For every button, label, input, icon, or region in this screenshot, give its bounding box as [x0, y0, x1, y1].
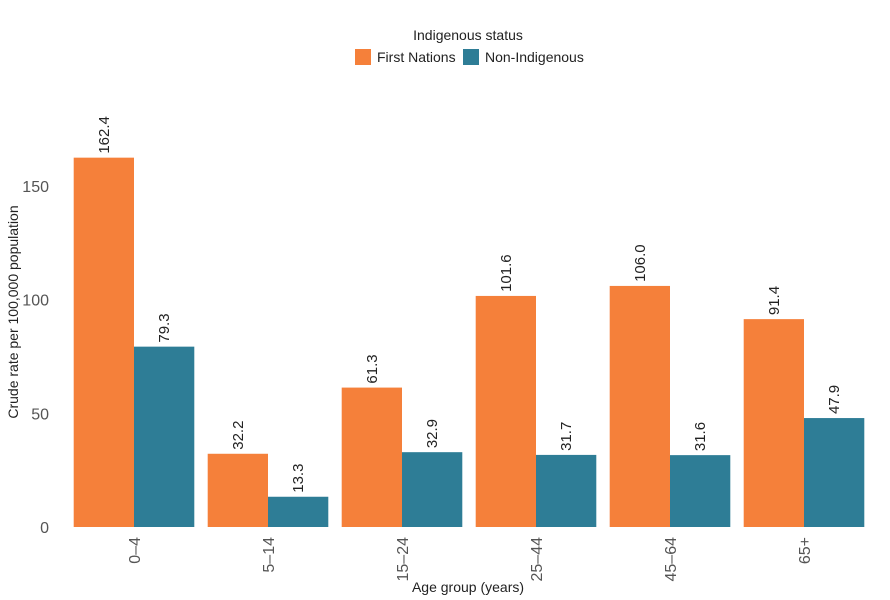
- legend-label: Non-Indigenous: [485, 49, 584, 65]
- bar: [609, 285, 670, 527]
- x-axis-title: Age group (years): [412, 579, 524, 595]
- y-tick-label: 150: [22, 179, 49, 196]
- x-tick-label: 5–14: [261, 537, 278, 573]
- y-tick-label: 0: [40, 520, 49, 537]
- bar: [73, 157, 134, 527]
- value-label: 31.6: [692, 422, 709, 451]
- bar: [268, 496, 329, 527]
- y-tick-label: 100: [22, 293, 49, 310]
- x-tick-label: 45–64: [663, 537, 680, 582]
- x-tick-label: 65+: [797, 537, 814, 564]
- bar: [134, 346, 195, 527]
- value-label: 13.3: [290, 464, 307, 493]
- x-tick-label: 0–4: [127, 537, 144, 564]
- bar: [670, 455, 731, 527]
- x-tick-label: 15–24: [395, 537, 412, 582]
- value-label: 79.3: [156, 313, 173, 342]
- x-tick-label: 25–44: [529, 537, 546, 582]
- bar: [536, 454, 597, 527]
- value-label: 47.9: [826, 385, 843, 414]
- value-label: 101.6: [498, 254, 515, 292]
- value-label: 91.4: [766, 286, 783, 315]
- bar: [341, 387, 402, 527]
- value-label: 61.3: [364, 354, 381, 383]
- legend-title: Indigenous status: [413, 27, 523, 43]
- bar: [743, 319, 804, 527]
- value-label: 162.4: [96, 116, 113, 154]
- value-label: 32.2: [230, 421, 247, 450]
- y-tick-label: 50: [31, 406, 49, 423]
- legend-swatch: [463, 49, 479, 65]
- legend-label: First Nations: [377, 49, 456, 65]
- bar: [207, 453, 268, 527]
- value-label: 31.7: [558, 422, 575, 451]
- bar: [804, 418, 865, 527]
- bar: [475, 295, 536, 527]
- y-axis-title: Crude rate per 100,000 population: [5, 205, 21, 418]
- value-label: 32.9: [424, 419, 441, 448]
- legend-swatch: [355, 49, 371, 65]
- value-label: 106.0: [632, 244, 649, 282]
- bar: [402, 452, 463, 527]
